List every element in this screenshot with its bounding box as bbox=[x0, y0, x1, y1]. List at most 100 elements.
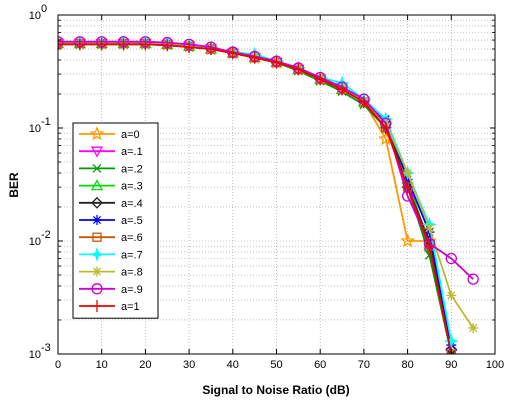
data-point bbox=[400, 233, 416, 248]
marker-diamond bbox=[91, 196, 103, 209]
x-tick-label: 90 bbox=[445, 359, 457, 371]
data-point bbox=[402, 167, 413, 178]
data-point bbox=[424, 240, 435, 253]
x-tick-label: 0 bbox=[55, 359, 61, 371]
y-tick-exponent: -1 bbox=[41, 116, 51, 128]
x-tick-label: 100 bbox=[486, 359, 504, 371]
legend-label: a=.4 bbox=[121, 198, 143, 210]
legend-label: a=.1 bbox=[121, 146, 143, 158]
data-point bbox=[424, 223, 435, 234]
marker-plus bbox=[118, 38, 129, 51]
legend-item: a=.3 bbox=[79, 179, 143, 193]
data-point bbox=[118, 38, 129, 51]
marker-circle bbox=[58, 36, 64, 48]
marker-plus bbox=[92, 300, 102, 312]
legend-label: a=.7 bbox=[121, 249, 143, 261]
data-point bbox=[227, 47, 238, 60]
legend: a=0 a=.1 a=.2 a=.3 a=.4 a=.5 a=.6 a=.7 a=.8 a=.9 a… bbox=[72, 122, 159, 319]
marker-plus bbox=[96, 38, 107, 51]
marker-plus bbox=[205, 43, 216, 56]
x-tick-label: 60 bbox=[314, 359, 326, 371]
x-tick-label: 50 bbox=[270, 359, 282, 371]
data-point bbox=[402, 181, 413, 194]
data-point bbox=[358, 95, 369, 108]
marker-asterisk bbox=[468, 322, 479, 333]
data-point bbox=[92, 215, 102, 225]
x-tick-label: 10 bbox=[96, 359, 108, 371]
marker-plus bbox=[184, 41, 195, 54]
marker-plus bbox=[380, 122, 391, 134]
marker-plus bbox=[140, 38, 151, 51]
data-point bbox=[58, 36, 64, 48]
x-tick-label: 70 bbox=[358, 359, 370, 371]
marker-circle bbox=[467, 273, 479, 285]
data-point bbox=[89, 246, 105, 262]
data-point bbox=[315, 73, 326, 86]
legend-label: a=.5 bbox=[121, 215, 143, 227]
marker-plus bbox=[227, 47, 238, 60]
marker-plus bbox=[293, 63, 304, 76]
legend-label: a=.8 bbox=[121, 267, 143, 279]
legend-label: a=.2 bbox=[121, 163, 143, 175]
legend-item: a=.1 bbox=[79, 146, 143, 158]
marker-triangle-up bbox=[90, 179, 104, 191]
legend-item: a=.9 bbox=[79, 283, 143, 296]
data-point bbox=[92, 300, 102, 312]
marker-plus bbox=[249, 51, 260, 64]
marker-triangle-down bbox=[90, 146, 104, 158]
marker-asterisk bbox=[92, 215, 102, 225]
marker-plus bbox=[271, 56, 282, 69]
legend-item: a=.7 bbox=[79, 246, 143, 262]
data-point bbox=[90, 179, 104, 191]
data-point bbox=[92, 266, 102, 277]
data-point bbox=[91, 283, 103, 295]
data-point bbox=[162, 39, 173, 52]
x-tick-label: 40 bbox=[227, 359, 239, 371]
data-point bbox=[205, 43, 216, 56]
legend-item: a=.6 bbox=[79, 232, 143, 244]
marker-plus bbox=[162, 39, 173, 52]
data-point bbox=[445, 252, 457, 265]
series-a1 bbox=[58, 38, 457, 354]
marker-asterisk bbox=[92, 266, 102, 277]
legend-item: a=1 bbox=[79, 300, 140, 313]
data-point bbox=[184, 41, 195, 54]
legend-label: a=0 bbox=[121, 129, 140, 141]
legend-item: a=.4 bbox=[79, 196, 143, 210]
y-tick-label: 10 bbox=[29, 123, 41, 135]
data-point bbox=[337, 83, 348, 96]
legend-item: a=0 bbox=[79, 126, 140, 141]
marker-star bbox=[89, 126, 105, 141]
data-point bbox=[91, 196, 103, 209]
marker-plus bbox=[402, 181, 413, 194]
y-tick-exponent: -3 bbox=[41, 342, 51, 354]
data-point bbox=[96, 38, 107, 51]
data-point bbox=[92, 232, 102, 242]
marker-square bbox=[92, 232, 102, 242]
marker-star bbox=[400, 233, 416, 248]
legend-label: a=.9 bbox=[121, 284, 143, 296]
y-tick-label: 10 bbox=[29, 10, 41, 22]
marker-star4 bbox=[89, 246, 105, 262]
data-point bbox=[58, 38, 63, 51]
legend-item: a=.8 bbox=[79, 266, 143, 279]
x-axis-label: Signal to Noise Ratio (dB) bbox=[202, 383, 349, 397]
y-tick-label: 10 bbox=[29, 236, 41, 248]
marker-x bbox=[92, 163, 102, 173]
series-line bbox=[58, 40, 474, 280]
marker-circle bbox=[91, 283, 103, 295]
data-point bbox=[89, 126, 105, 141]
data-point bbox=[467, 273, 479, 285]
legend-label: a=.6 bbox=[121, 232, 143, 244]
marker-plus bbox=[424, 240, 435, 253]
marker-plus bbox=[315, 73, 326, 86]
marker-asterisk bbox=[402, 167, 413, 178]
legend-label: a=.3 bbox=[121, 181, 143, 193]
data-point bbox=[380, 122, 391, 134]
data-point bbox=[446, 290, 457, 301]
marker-plus bbox=[358, 95, 369, 108]
series-layer bbox=[58, 35, 479, 354]
x-tick-label: 80 bbox=[401, 359, 413, 371]
legend-item: a=.2 bbox=[79, 163, 143, 175]
